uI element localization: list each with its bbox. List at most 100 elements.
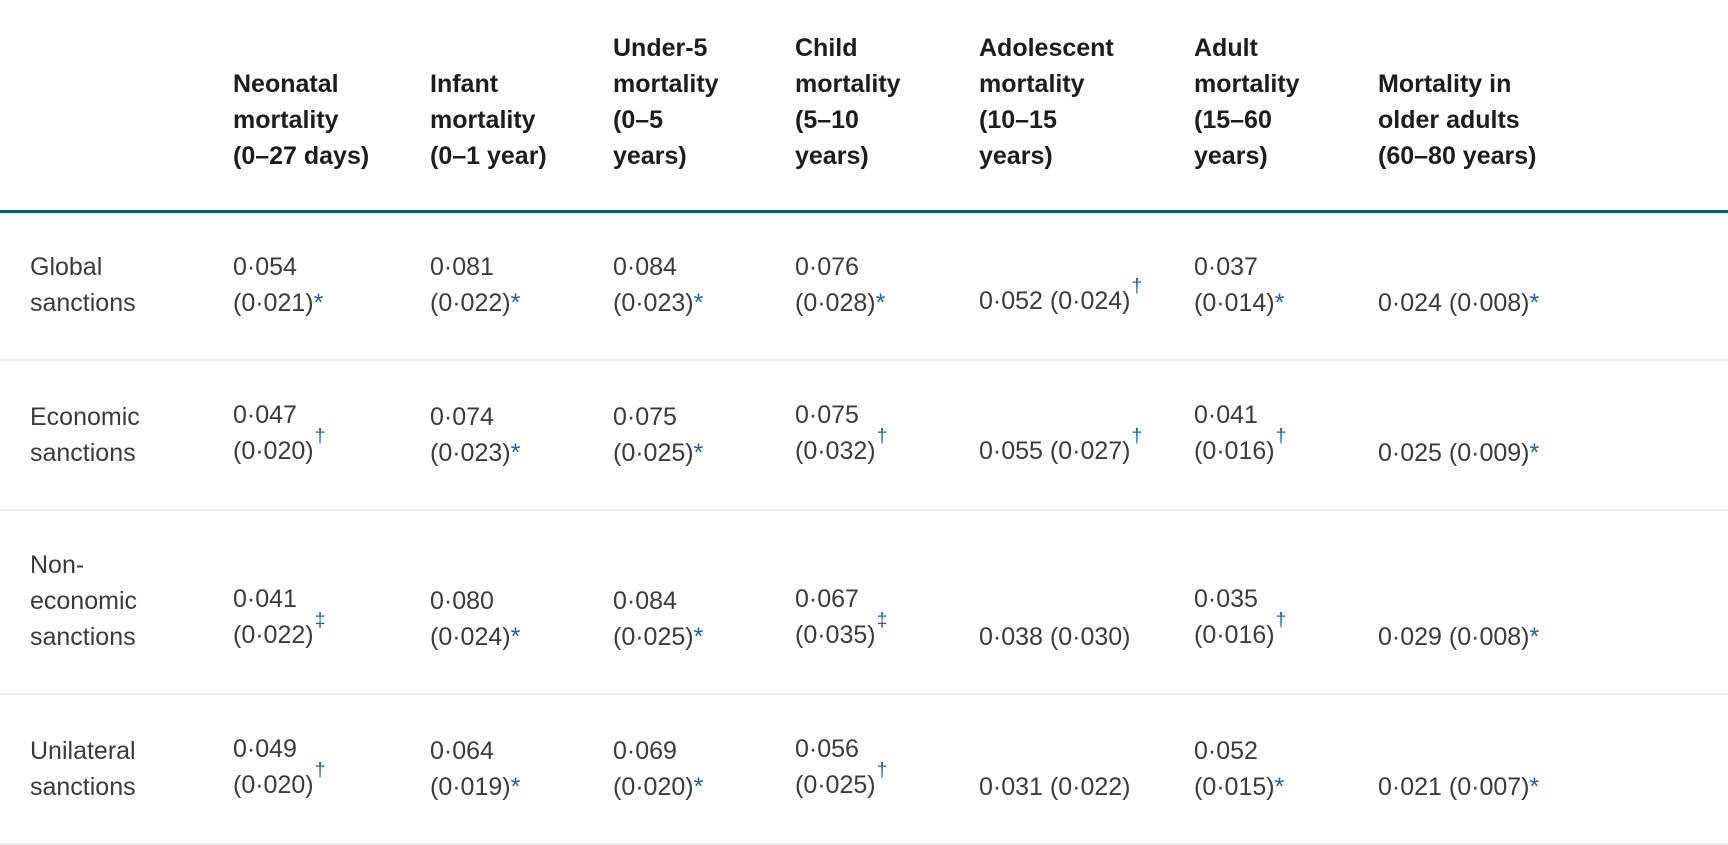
significance-asterisk-marker: *: [693, 439, 704, 467]
row-label-line: sanctions: [30, 289, 136, 317]
value-line: (0·025)*: [613, 439, 704, 467]
value-cell: 0·074 (0·023)*: [430, 360, 613, 510]
value-cell: 0·025 (0·009)*: [1378, 360, 1728, 510]
value-line: 0·052: [1194, 737, 1258, 765]
value-line: 0·047: [233, 401, 297, 429]
value-line: 0·075: [795, 401, 859, 429]
column-header-line: mortality: [233, 106, 339, 134]
column-header-line: years): [1194, 142, 1268, 170]
value-line: 0·055 (0·027)†: [979, 425, 1143, 465]
value-cell: 0·038 (0·030): [979, 510, 1194, 694]
value-cell: 0·075 (0·025)*: [613, 360, 795, 510]
significance-double-dagger-marker: ‡: [314, 609, 326, 632]
column-header-child: Child mortality (5–10 years): [795, 0, 979, 212]
significance-asterisk-marker: *: [693, 289, 704, 317]
value-line: 0·056: [795, 735, 859, 763]
value-line: 0·041: [1194, 401, 1258, 429]
row-label-line: sanctions: [30, 623, 136, 651]
value-cell: 0·049 (0·020)†: [233, 694, 430, 844]
value-line: 0·041: [233, 585, 297, 613]
value-cell: 0·037 (0·014)*: [1194, 212, 1378, 361]
value-line: 0·054: [233, 253, 297, 281]
value-line: 0·038 (0·030): [979, 623, 1131, 651]
value-cell: 0·052 (0·015)*: [1194, 694, 1378, 844]
corner-cell: [0, 0, 233, 212]
column-header-infant: Infant mortality (0–1 year): [430, 0, 613, 212]
significance-asterisk-marker: *: [313, 289, 324, 317]
column-header-line: (60–80 years): [1378, 142, 1537, 170]
value-line: (0·024)*: [430, 623, 521, 651]
value-cell: 0·084 (0·025)*: [613, 510, 795, 694]
value-line: 0·029 (0·008)*: [1378, 623, 1540, 651]
value-line: (0·028)*: [795, 289, 886, 317]
value-line: 0·049: [233, 735, 297, 763]
significance-asterisk-marker: *: [1529, 623, 1540, 651]
value-line: 0·031 (0·022): [979, 773, 1131, 801]
row-label-line: sanctions: [30, 439, 136, 467]
significance-asterisk-marker: *: [1274, 289, 1285, 317]
column-header-line: Adolescent: [979, 34, 1114, 62]
value-line: (0·023)*: [430, 439, 521, 467]
value-line: 0·080: [430, 587, 494, 615]
value-line: (0·014)*: [1194, 289, 1285, 317]
value-cell: 0·041 (0·016)†: [1194, 360, 1378, 510]
column-header-line: older adults: [1378, 106, 1520, 134]
significance-dagger-marker: †: [314, 759, 326, 782]
column-header-adult: Adult mortality (15–60 years): [1194, 0, 1378, 212]
row-label: Economic sanctions: [0, 360, 233, 510]
value-line: (0·022)‡: [233, 609, 326, 649]
value-cell: 0·047 (0·020)†: [233, 360, 430, 510]
column-header-neonatal: Neonatal mortality (0–27 days): [233, 0, 430, 212]
value-line: 0·021 (0·007)*: [1378, 773, 1540, 801]
value-line: (0·020)*: [613, 773, 704, 801]
value-line: (0·025)*: [613, 623, 704, 651]
value-line: (0·032)†: [795, 425, 888, 465]
significance-asterisk-marker: *: [510, 439, 521, 467]
value-line: (0·019)*: [430, 773, 521, 801]
value-cell: 0·076 (0·028)*: [795, 212, 979, 361]
value-cell: 0·064 (0·019)*: [430, 694, 613, 844]
column-header-line: mortality: [1194, 70, 1300, 98]
value-line: 0·075: [613, 403, 677, 431]
value-line: 0·067: [795, 585, 859, 613]
row-label-line: economic: [30, 587, 137, 615]
value-line: (0·023)*: [613, 289, 704, 317]
row-label-line: Economic: [30, 403, 140, 431]
column-header-line: (5–10: [795, 106, 859, 134]
value-cell: 0·029 (0·008)*: [1378, 510, 1728, 694]
value-line: 0·024 (0·008)*: [1378, 289, 1540, 317]
significance-double-dagger-marker: ‡: [876, 609, 888, 632]
value-line: 0·069: [613, 737, 677, 765]
significance-dagger-marker: †: [1275, 609, 1287, 632]
row-label: Unilateral sanctions: [0, 694, 233, 844]
significance-asterisk-marker: *: [510, 773, 521, 801]
value-line: (0·020)†: [233, 425, 326, 465]
value-line: 0·074: [430, 403, 494, 431]
value-line: (0·020)†: [233, 759, 326, 799]
column-header-line: years): [795, 142, 869, 170]
value-cell: 0·069 (0·020)*: [613, 694, 795, 844]
table-header: Neonatal mortality (0–27 days) Infant mortal…: [0, 0, 1728, 212]
table-row: Unilateral sanctions 0·049 (0·020)† 0·064 (0·…: [0, 694, 1728, 844]
table-row: Economic sanctions 0·047 (0·020)† 0·074 (0·02…: [0, 360, 1728, 510]
value-line: (0·015)*: [1194, 773, 1285, 801]
significance-asterisk-marker: *: [693, 623, 704, 651]
column-header-line: Child: [795, 34, 858, 62]
significance-asterisk-marker: *: [510, 623, 521, 651]
column-header-line: Adult: [1194, 34, 1258, 62]
value-cell: 0·075 (0·032)†: [795, 360, 979, 510]
significance-dagger-marker: †: [1275, 425, 1287, 448]
value-cell: 0·035 (0·016)†: [1194, 510, 1378, 694]
column-header-line: mortality: [795, 70, 901, 98]
row-label: Global sanctions: [0, 212, 233, 361]
row-label-line: Global: [30, 253, 103, 281]
column-header-line: (0–1 year): [430, 142, 547, 170]
column-header-line: years): [979, 142, 1053, 170]
value-line: (0·035)‡: [795, 609, 888, 649]
column-header-line: Neonatal: [233, 70, 339, 98]
row-label-line: Non-: [30, 551, 85, 579]
value-cell: 0·024 (0·008)*: [1378, 212, 1728, 361]
column-header-line: (0–5: [613, 106, 664, 134]
table-body: Global sanctions 0·054 (0·021)* 0·081 (0·022)…: [0, 212, 1728, 844]
